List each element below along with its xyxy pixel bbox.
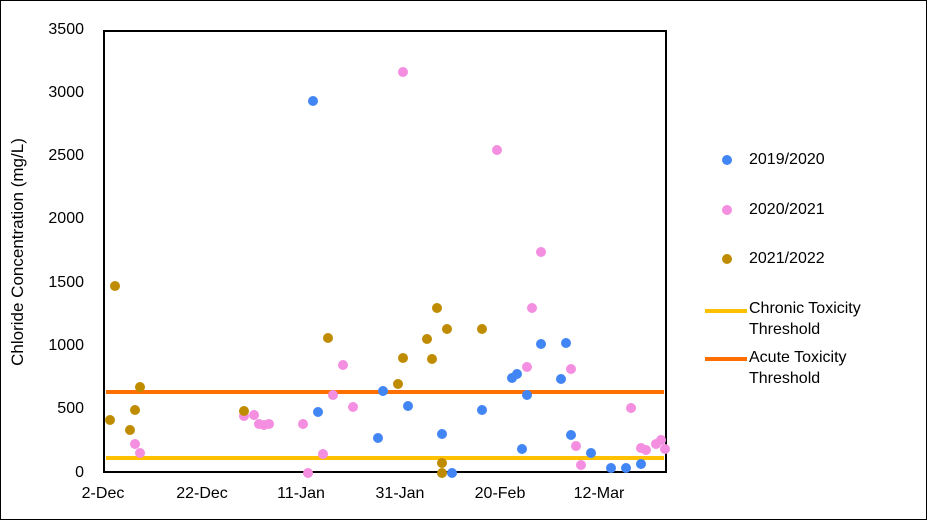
plot-area <box>103 30 667 473</box>
threshold-line <box>106 455 664 460</box>
data-point <box>318 449 329 459</box>
data-point <box>511 369 522 380</box>
data-point <box>129 438 140 449</box>
data-point <box>476 323 487 334</box>
data-point <box>437 468 448 478</box>
data-point <box>129 404 140 415</box>
x-tick: 20-Feb <box>474 485 526 502</box>
y-tick: 3500 <box>48 21 84 38</box>
data-point <box>348 402 358 413</box>
x-tick: 22-Dec <box>176 485 228 502</box>
y-tick: 2000 <box>48 210 84 227</box>
data-point <box>566 430 577 441</box>
y-tick: 2500 <box>48 147 84 164</box>
data-point <box>655 435 666 446</box>
x-tick: 12-Mar <box>573 485 625 502</box>
data-point <box>427 354 438 365</box>
data-point <box>392 379 403 390</box>
data-point <box>422 333 433 344</box>
data-point <box>556 374 567 385</box>
data-point <box>447 468 458 478</box>
data-point <box>576 460 587 471</box>
data-point <box>303 468 314 478</box>
data-point <box>338 360 349 371</box>
legend-marker-2019-2020 <box>722 155 732 165</box>
data-point <box>328 389 339 400</box>
data-point <box>442 323 453 334</box>
data-point <box>134 381 145 392</box>
data-point <box>526 303 537 314</box>
x-tick: 31-Jan <box>375 485 425 502</box>
data-point <box>516 443 527 454</box>
data-point <box>620 462 631 473</box>
y-axis-label: Chloride Concentration (mg/L) <box>8 138 27 366</box>
data-point <box>134 447 145 458</box>
data-point <box>437 457 448 468</box>
data-point <box>124 424 135 435</box>
data-point <box>397 352 408 363</box>
data-point <box>521 361 532 372</box>
legend-line-acute <box>705 357 747 361</box>
data-point <box>476 404 487 415</box>
legend-label-2020-2021: 2020/2021 <box>749 201 825 218</box>
data-point <box>238 405 249 416</box>
data-point <box>109 280 120 291</box>
data-point <box>650 438 661 449</box>
y-tick: 0 <box>75 464 84 481</box>
data-point <box>323 332 334 343</box>
data-point <box>263 418 274 429</box>
x-tick: 2-Dec <box>81 485 125 502</box>
data-point <box>372 432 383 443</box>
data-point <box>561 337 572 348</box>
data-point <box>635 459 646 470</box>
legend-label-2021-2022: 2021/2022 <box>749 250 825 267</box>
data-point <box>432 303 443 314</box>
data-point <box>313 407 324 418</box>
data-point <box>308 95 319 106</box>
data-point <box>377 385 388 396</box>
legend-label-chronic: Chronic Toxicity <box>749 300 861 317</box>
data-point <box>571 441 582 452</box>
data-point <box>298 418 309 429</box>
legend-line-chronic <box>705 309 747 313</box>
data-point <box>402 400 413 411</box>
x-tick: 11-Jan <box>277 485 325 502</box>
data-point <box>605 462 616 473</box>
legend-marker-2021-2022 <box>722 254 732 264</box>
data-point <box>437 428 448 439</box>
data-point <box>660 443 671 454</box>
y-tick: 1500 <box>48 274 84 291</box>
legend-marker-2020-2021 <box>722 205 732 215</box>
data-point <box>625 403 636 414</box>
data-point <box>536 246 547 257</box>
data-point <box>536 338 547 349</box>
y-tick: 3000 <box>48 84 84 101</box>
data-point <box>491 145 502 156</box>
data-point <box>521 389 532 400</box>
legend-label-2019-2020: 2019/2020 <box>749 151 825 168</box>
data-point <box>506 373 517 384</box>
y-tick: 1000 <box>48 337 84 354</box>
data-point <box>566 364 577 375</box>
data-point <box>248 409 259 420</box>
legend-label-acute: Acute Toxicity <box>749 349 847 366</box>
data-point <box>397 66 408 77</box>
legend-label-chronic-line2: Threshold <box>749 321 821 338</box>
y-tick: 500 <box>57 400 84 417</box>
data-point <box>640 445 651 456</box>
data-point <box>586 447 597 458</box>
data-point <box>104 414 115 425</box>
data-point <box>238 411 249 422</box>
legend-label-acute-line2: Threshold <box>749 370 821 387</box>
